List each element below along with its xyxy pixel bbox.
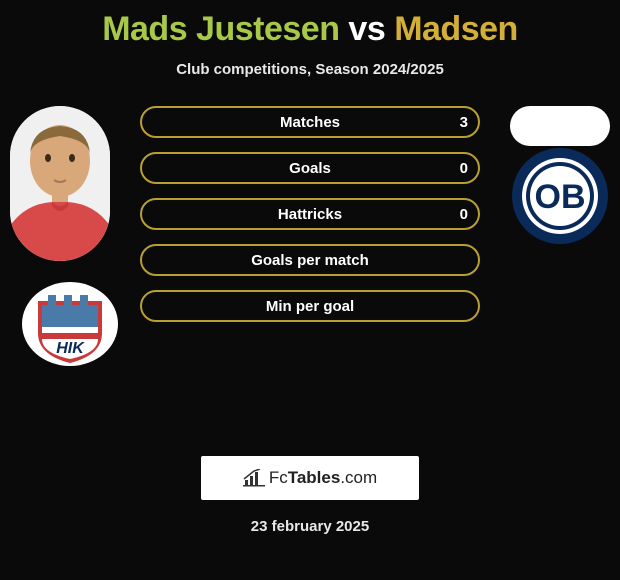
page-title: Mads Justesen vs Madsen	[0, 0, 620, 49]
chart-icon	[243, 469, 265, 487]
player1-club-icon: HIK	[20, 281, 120, 367]
badge-text: FcTables.com	[269, 468, 377, 488]
badge-suffix: .com	[340, 468, 377, 487]
stat-row: Hattricks 0	[140, 198, 480, 230]
source-badge: FcTables.com	[201, 456, 419, 500]
title-vs: vs	[348, 10, 385, 48]
stat-value-right: 0	[460, 206, 468, 223]
stat-label: Goals	[142, 160, 478, 177]
stat-row: Goals per match	[140, 244, 480, 276]
stat-label: Hattricks	[142, 206, 478, 223]
subtitle: Club competitions, Season 2024/2025	[0, 61, 620, 78]
title-player2: Madsen	[394, 10, 518, 48]
player2-avatar	[510, 106, 610, 146]
title-player1: Mads Justesen	[102, 10, 339, 48]
stat-value-right: 3	[460, 114, 468, 131]
stat-label: Goals per match	[142, 252, 478, 269]
svg-text:HIK: HIK	[56, 340, 85, 357]
date-label: 23 february 2025	[0, 518, 620, 535]
badge-prefix: Fc	[269, 468, 288, 487]
player2-club-icon: OB	[510, 146, 610, 246]
badge-bold: Tables	[288, 468, 341, 487]
stat-row: Goals 0	[140, 152, 480, 184]
main-area: HIK OB Matches 3 Goals 0 Hattricks 0 Goa…	[0, 106, 620, 446]
stats-table: Matches 3 Goals 0 Hattricks 0 Goals per …	[140, 106, 480, 336]
stat-label: Matches	[142, 114, 478, 131]
stat-row: Min per goal	[140, 290, 480, 322]
svg-text:OB: OB	[535, 178, 586, 216]
stat-value-right: 0	[460, 160, 468, 177]
stat-label: Min per goal	[142, 298, 478, 315]
player1-avatar	[10, 106, 110, 261]
stat-row: Matches 3	[140, 106, 480, 138]
